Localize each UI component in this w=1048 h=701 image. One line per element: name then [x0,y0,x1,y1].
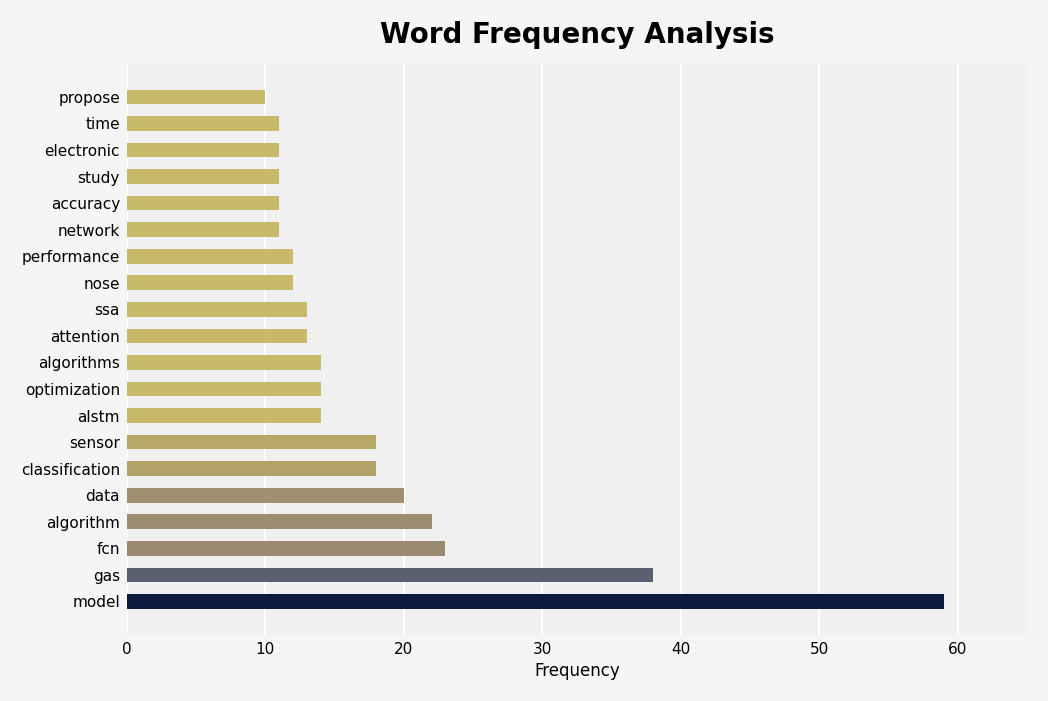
Bar [127,196,279,210]
Bar [127,381,321,396]
Bar [127,568,653,582]
Bar [127,515,432,529]
Bar [127,541,445,556]
Bar [127,275,293,290]
Bar [127,169,279,184]
Bar [127,329,307,343]
Title: Word Frequency Analysis: Word Frequency Analysis [379,21,774,49]
Bar [127,249,293,264]
Bar [127,355,321,369]
Bar [127,594,944,608]
Bar [127,461,376,476]
Bar [127,90,265,104]
Bar [127,408,321,423]
Bar [127,488,403,503]
Bar [127,222,279,237]
Bar [127,143,279,157]
Bar [127,116,279,131]
Bar [127,302,307,317]
Bar [127,435,376,449]
X-axis label: Frequency: Frequency [534,662,620,680]
